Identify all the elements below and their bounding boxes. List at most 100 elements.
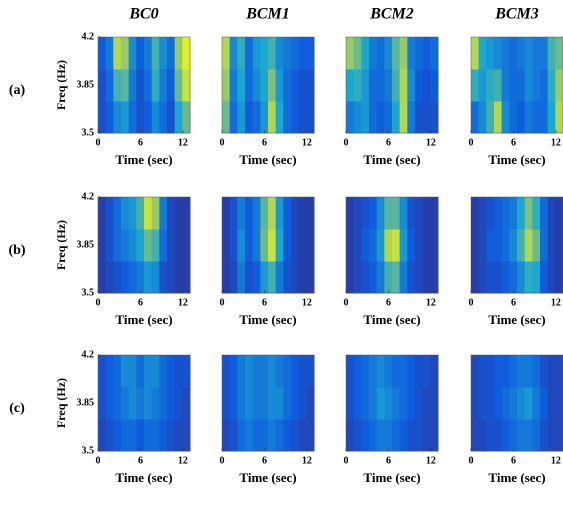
heatmap-cell — [128, 197, 137, 230]
heatmap-cell — [547, 387, 556, 420]
heatmap-cell — [174, 387, 183, 420]
heatmap-cell — [291, 261, 300, 294]
heatmap-cell — [105, 197, 114, 230]
heatmap-cell — [182, 387, 191, 420]
heatmap-cell — [298, 261, 307, 294]
heatmap-cell — [471, 419, 480, 452]
heatmap-cell — [346, 101, 355, 134]
y-tick-label: 4.2 — [82, 31, 95, 42]
heatmap-cell — [494, 261, 503, 294]
heatmap-cell — [291, 355, 300, 388]
heatmap-cell — [384, 197, 393, 230]
heatmap-cell — [291, 37, 300, 70]
heatmap-cell — [128, 355, 137, 388]
heatmap-cell — [547, 419, 556, 452]
heatmap-cell — [517, 229, 526, 262]
x-axis-label: Time (sec) — [239, 470, 296, 485]
heatmap-cell — [422, 387, 431, 420]
x-tick-label: 6 — [262, 297, 267, 308]
heatmap-cell — [182, 101, 191, 134]
heatmap-cell — [237, 37, 246, 70]
heatmap-cell — [509, 69, 518, 102]
x-axis-label: Time (sec) — [115, 312, 172, 327]
heatmap-cell — [128, 387, 137, 420]
heatmap-cell — [182, 355, 191, 388]
heatmap-cell — [361, 197, 370, 230]
heatmap-cell — [369, 261, 378, 294]
heatmap-cell — [346, 387, 355, 420]
heatmap-cell — [283, 69, 292, 102]
heatmap-cell — [430, 69, 439, 102]
heatmap-cell — [384, 37, 393, 70]
heatmap-cell — [430, 355, 439, 388]
heatmap-cell — [275, 69, 284, 102]
heatmap-cell — [517, 355, 526, 388]
heatmap-cell — [159, 387, 168, 420]
heatmap-cell — [159, 355, 168, 388]
x-axis-label: Time (sec) — [488, 312, 545, 327]
heatmap-cell — [222, 261, 231, 294]
heatmap-cell — [306, 37, 315, 70]
y-tick-label: 3.85 — [77, 397, 95, 408]
heatmap-cell — [361, 355, 370, 388]
heatmap-cell — [283, 419, 292, 452]
heatmap-cell — [291, 387, 300, 420]
heatmap-cell — [144, 419, 153, 452]
heatmap-cell — [245, 101, 254, 134]
heatmap-cell — [229, 419, 238, 452]
heatmap-cell — [399, 419, 408, 452]
heatmap-cell — [376, 69, 385, 102]
heatmap-cell — [392, 261, 401, 294]
heatmap-cell — [422, 101, 431, 134]
heatmap-cell — [540, 37, 549, 70]
heatmap-cell — [159, 261, 168, 294]
heatmap-cell — [144, 387, 153, 420]
heatmap-cell — [532, 261, 541, 294]
y-tick-label: 3.85 — [77, 239, 95, 250]
x-tick-label: 0 — [96, 455, 101, 466]
heatmap-cell — [555, 355, 563, 388]
heatmap-cell — [407, 261, 416, 294]
heatmap-cell — [407, 197, 416, 230]
heatmap-cell — [182, 37, 191, 70]
panel-title: BC0 — [128, 6, 158, 23]
heatmap-cell — [392, 419, 401, 452]
heatmap-cell — [151, 37, 160, 70]
heatmap-cell — [346, 37, 355, 70]
heatmap-cell — [399, 229, 408, 262]
heatmap-cell — [517, 261, 526, 294]
heatmap-cell — [346, 355, 355, 388]
x-tick-label: 0 — [96, 137, 101, 148]
heatmap-cell — [113, 387, 122, 420]
heatmap-cell — [540, 229, 549, 262]
heatmap-cell — [105, 387, 114, 420]
heatmap-cell — [128, 419, 137, 452]
heatmap-cell — [237, 355, 246, 388]
heatmap-cell — [151, 197, 160, 230]
heatmap-cell — [369, 355, 378, 388]
heatmap-cell — [222, 419, 231, 452]
heatmap-cell — [113, 197, 122, 230]
heatmap-cell — [486, 197, 495, 230]
plot-frame — [345, 36, 439, 134]
heatmap-cell — [494, 37, 503, 70]
y-tick-label: 3.85 — [77, 79, 95, 90]
heatmap-cell — [540, 69, 549, 102]
heatmap-cell — [128, 261, 137, 294]
heatmap-cell — [540, 355, 549, 388]
heatmap-cell — [415, 101, 424, 134]
heatmap-cell — [415, 261, 424, 294]
plot-frame — [345, 196, 439, 294]
heatmap-cell — [415, 419, 424, 452]
heatmap-cell — [384, 387, 393, 420]
heatmap-cell — [517, 419, 526, 452]
row-label: (a) — [9, 83, 26, 98]
heatmap-cell — [471, 197, 480, 230]
heatmap-cell — [268, 101, 277, 134]
heatmap-cell — [167, 37, 176, 70]
heatmap-cell — [517, 69, 526, 102]
heatmap-cell — [275, 387, 284, 420]
panel-title: BCM3 — [494, 6, 539, 23]
heatmap-cell — [407, 387, 416, 420]
heatmap-cell — [430, 101, 439, 134]
